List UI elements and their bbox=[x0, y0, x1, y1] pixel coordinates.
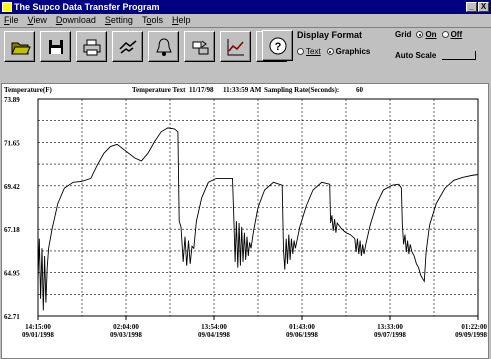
help-question-icon: ? bbox=[269, 37, 286, 54]
x-tick-time: 14:15:00 bbox=[25, 323, 51, 331]
grid-title: Grid bbox=[395, 30, 412, 39]
window-controls: _ X bbox=[466, 2, 489, 12]
chart-sampling-value: 60 bbox=[356, 86, 363, 94]
display-format-title: Display Format bbox=[297, 30, 363, 40]
graph-button[interactable] bbox=[220, 31, 251, 62]
save-disk-icon bbox=[48, 39, 63, 54]
x-tick-date: 09/09/1998 bbox=[455, 331, 487, 339]
x-tick-date: 09/01/1998 bbox=[22, 331, 54, 339]
x-tick-date: 09/06/1998 bbox=[286, 331, 318, 339]
radio-grid-on-circle[interactable] bbox=[416, 31, 424, 39]
display-format-group: Display Format Text Graphics bbox=[297, 30, 392, 60]
radio-graphics-circle[interactable] bbox=[326, 48, 334, 56]
chart-sampling-label: Sampling Rate(Seconds): bbox=[264, 86, 340, 94]
menu-view[interactable]: View bbox=[27, 15, 47, 25]
x-tick-time: 01:43:00 bbox=[289, 323, 315, 331]
y-tick-label: 67.18 bbox=[4, 226, 20, 234]
x-tick-time: 13:54:00 bbox=[201, 323, 227, 331]
graph-icon bbox=[227, 38, 244, 55]
auto-scale-field[interactable] bbox=[442, 51, 477, 60]
svg-text:?: ? bbox=[274, 41, 281, 53]
x-tick-date: 09/03/1998 bbox=[110, 331, 142, 339]
chart-header: Temperature(F) Temperature Text 11/17/98… bbox=[2, 86, 488, 96]
x-tick-time: 02:04:00 bbox=[113, 323, 139, 331]
x-tick-time: 13:33:00 bbox=[377, 323, 403, 331]
y-tick-label: 73.89 bbox=[4, 96, 20, 104]
radio-grid-on[interactable]: On bbox=[416, 30, 437, 39]
y-tick-label: 71.65 bbox=[4, 139, 20, 147]
connect-button[interactable] bbox=[112, 31, 143, 62]
help-button[interactable]: ? bbox=[262, 30, 293, 61]
open-folder-icon bbox=[10, 42, 31, 54]
radio-text[interactable]: Text bbox=[297, 47, 321, 56]
handshake-icon bbox=[118, 39, 136, 54]
y-tick-label: 62.71 bbox=[4, 313, 20, 321]
radio-text-circle[interactable] bbox=[297, 48, 304, 56]
auto-scale-label: Auto Scale bbox=[395, 51, 437, 60]
temperature-line bbox=[37, 127, 479, 311]
menu-file[interactable]: File bbox=[4, 15, 19, 25]
chart-date: 11/17/98 bbox=[189, 86, 214, 94]
close-button[interactable]: X bbox=[478, 2, 489, 12]
print-button[interactable] bbox=[76, 31, 107, 62]
window-title: The Supco Data Transfer Program bbox=[14, 2, 160, 12]
toolbar bbox=[0, 27, 491, 80]
open-button[interactable] bbox=[4, 31, 35, 62]
temperature-chart: 73.8971.6569.4267.1864.9562.7114:15:0009… bbox=[4, 96, 487, 339]
chart-mode: Temperature Text bbox=[132, 86, 186, 94]
menu-bar: File View Download Setting Tools Help bbox=[0, 14, 491, 27]
chart-ylabel: Temperature(F) bbox=[4, 86, 52, 94]
alarm-button[interactable] bbox=[148, 31, 179, 62]
menu-tools[interactable]: Tools bbox=[141, 15, 163, 25]
alarm-bell-icon bbox=[155, 37, 172, 56]
chart-time: 11:33:59 AM bbox=[223, 86, 262, 94]
chart-panel: Temperature(F) Temperature Text 11/17/98… bbox=[1, 83, 489, 359]
x-tick-date: 09/07/1998 bbox=[374, 331, 406, 339]
transfer-icon bbox=[192, 40, 208, 54]
printer-icon bbox=[83, 39, 100, 55]
app-icon bbox=[2, 2, 12, 12]
x-tick-date: 09/04/1998 bbox=[198, 331, 230, 339]
y-tick-label: 64.95 bbox=[4, 270, 20, 278]
radio-graphics[interactable]: Graphics bbox=[326, 47, 370, 56]
save-button[interactable] bbox=[40, 31, 71, 62]
title-bar: The Supco Data Transfer Program _ X bbox=[0, 0, 491, 14]
minimize-button[interactable]: _ bbox=[466, 2, 477, 12]
transfer-button[interactable] bbox=[184, 31, 215, 62]
radio-grid-off[interactable]: Off bbox=[441, 30, 462, 39]
x-tick-time: 01:22:00 bbox=[461, 323, 487, 331]
radio-grid-off-circle[interactable] bbox=[441, 31, 449, 39]
y-tick-label: 69.42 bbox=[4, 183, 20, 191]
menu-download[interactable]: Download bbox=[55, 15, 96, 25]
grid-group: Grid On Off Auto Scale bbox=[395, 30, 491, 80]
menu-setting[interactable]: Setting bbox=[104, 15, 133, 25]
menu-help[interactable]: Help bbox=[171, 15, 191, 25]
